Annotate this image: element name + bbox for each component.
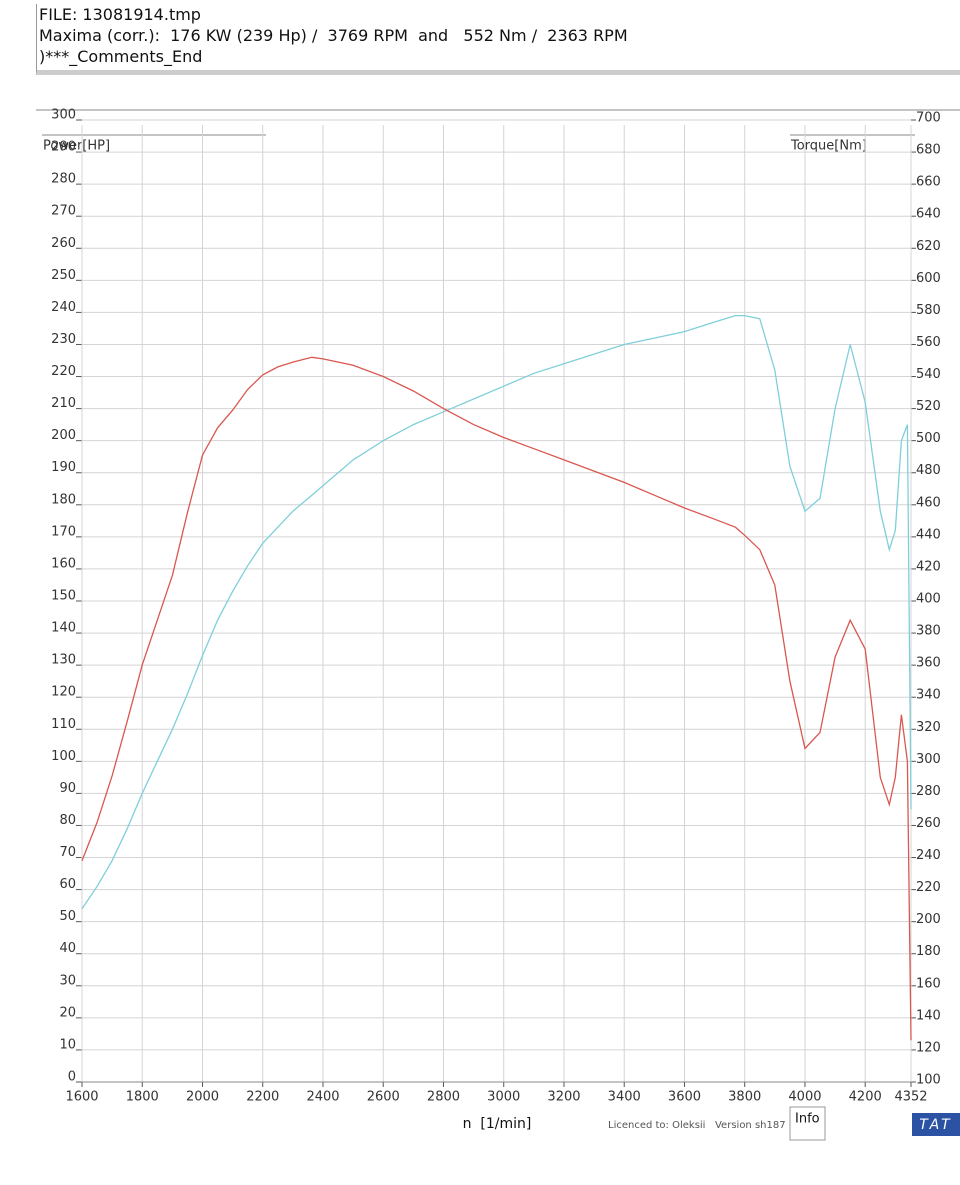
y-tick-label: 210 [51, 396, 76, 411]
x-tick-label: 4352 [894, 1090, 927, 1105]
y2-tick-label: 200 [916, 912, 941, 927]
y2-tick-label: 320 [916, 720, 941, 735]
y-tick-label: 260 [51, 236, 76, 251]
y-tick-label: 80 [59, 813, 76, 828]
y2-tick-label: 400 [916, 592, 941, 607]
y2-axis-label: Torque[Nm] [790, 139, 867, 154]
y-tick-label: 190 [51, 460, 76, 475]
info-button[interactable] [789, 1106, 826, 1141]
y2-tick-label: 220 [916, 880, 941, 895]
y2-tick-label: 440 [916, 527, 941, 542]
licence: Licenced to: Oleksii Version sh187 [608, 1120, 786, 1131]
y2-tick-label: 680 [916, 143, 941, 158]
y2-tick-label: 460 [916, 495, 941, 510]
x-tick-label: 2000 [186, 1090, 219, 1105]
x-tick-label: 3800 [728, 1090, 761, 1105]
y2-tick-label: 480 [916, 463, 941, 478]
x-tick-label: 3400 [608, 1090, 641, 1105]
y2-tick-label: 660 [916, 175, 941, 190]
y2-tick-label: 300 [916, 752, 941, 767]
y2-tick-label: 620 [916, 239, 941, 254]
y2-tick-label: 140 [916, 1008, 941, 1023]
x-tick-label: 2800 [427, 1090, 460, 1105]
x-tick-label: 1600 [65, 1090, 98, 1105]
x-tick-label: 3200 [547, 1090, 580, 1105]
y-tick-label: 30 [59, 973, 76, 988]
y2-tick-label: 180 [916, 944, 941, 959]
y-tick-label: 60 [59, 877, 76, 892]
y-tick-label: 100 [51, 749, 76, 764]
y-tick-label: 70 [59, 845, 76, 860]
brand-box [912, 1113, 960, 1136]
series-line [81, 356, 912, 1041]
x-axis-label: n [1/min] [463, 1116, 532, 1132]
y2-tick-label: 540 [916, 367, 941, 382]
y-tick-label: 10 [59, 1037, 76, 1052]
x-tick-label: 3600 [668, 1090, 701, 1105]
y-tick-label: 20 [59, 1005, 76, 1020]
header: FILE: 13081914.tmp Maxima (corr.): 176 K… [36, 4, 960, 75]
y2-tick-label: 520 [916, 399, 941, 414]
series-line [81, 314, 912, 910]
x-tick-label: 2400 [306, 1090, 339, 1105]
brand: TAT [919, 1117, 952, 1133]
y-tick-label: 160 [51, 556, 76, 571]
y2-tick-label: 600 [916, 271, 941, 286]
y2-tick-label: 280 [916, 784, 941, 799]
y2-tick-label: 260 [916, 816, 941, 831]
y2-tick-label: 160 [916, 976, 941, 991]
y-tick-label: 220 [51, 364, 76, 379]
y-tick-label: 230 [51, 332, 76, 347]
y-tick-label: 0 [68, 1070, 76, 1085]
y-tick-label: 40 [59, 941, 76, 956]
y2-tick-label: 420 [916, 559, 941, 574]
x-tick-label: 2200 [246, 1090, 279, 1105]
y-tick-label: 240 [51, 300, 76, 315]
x-tick-label: 4200 [849, 1090, 882, 1105]
maxima-line: Maxima (corr.): 176 KW (239 Hp) / 3769 R… [39, 26, 628, 45]
y2-tick-label: 120 [916, 1040, 941, 1055]
y-tick-label: 50 [59, 909, 76, 924]
y-tick-label: 200 [51, 428, 76, 443]
y2-tick-label: 360 [916, 656, 941, 671]
y-tick-label: 290 [51, 140, 76, 155]
y-tick-label: 180 [51, 492, 76, 507]
y-tick-label: 270 [51, 204, 76, 219]
y-tick-label: 170 [51, 524, 76, 539]
y-tick-label: 280 [51, 172, 76, 187]
y2-tick-label: 560 [916, 335, 941, 350]
file-line: FILE: 13081914.tmp [39, 5, 201, 24]
y2-tick-label: 500 [916, 431, 941, 446]
y-tick-label: 90 [59, 781, 76, 796]
y2-tick-label: 340 [916, 688, 941, 703]
x-tick-label: 2600 [367, 1090, 400, 1105]
y-tick-label: 120 [51, 685, 76, 700]
comments-line: )***_Comments_End [39, 47, 203, 66]
x-tick-label: 1800 [126, 1090, 159, 1105]
y-tick-label: 150 [51, 589, 76, 604]
y2-tick-label: 240 [916, 848, 941, 863]
y-tick-label: 110 [51, 717, 76, 732]
y-tick-label: 130 [51, 653, 76, 668]
x-tick-label: 4000 [788, 1090, 821, 1105]
y-axis-label: Power[HP] [43, 139, 110, 154]
info-label[interactable]: Info [795, 1112, 820, 1127]
y-tick-label: 250 [51, 268, 76, 283]
y-tick-label: 140 [51, 621, 76, 636]
y2-tick-label: 580 [916, 303, 941, 318]
y2-tick-label: 380 [916, 624, 941, 639]
y-tick-label: 300 [51, 108, 76, 123]
x-tick-label: 3000 [487, 1090, 520, 1105]
y2-tick-label: 700 [916, 111, 941, 126]
y2-tick-label: 640 [916, 207, 941, 222]
y2-tick-label: 100 [916, 1073, 941, 1088]
